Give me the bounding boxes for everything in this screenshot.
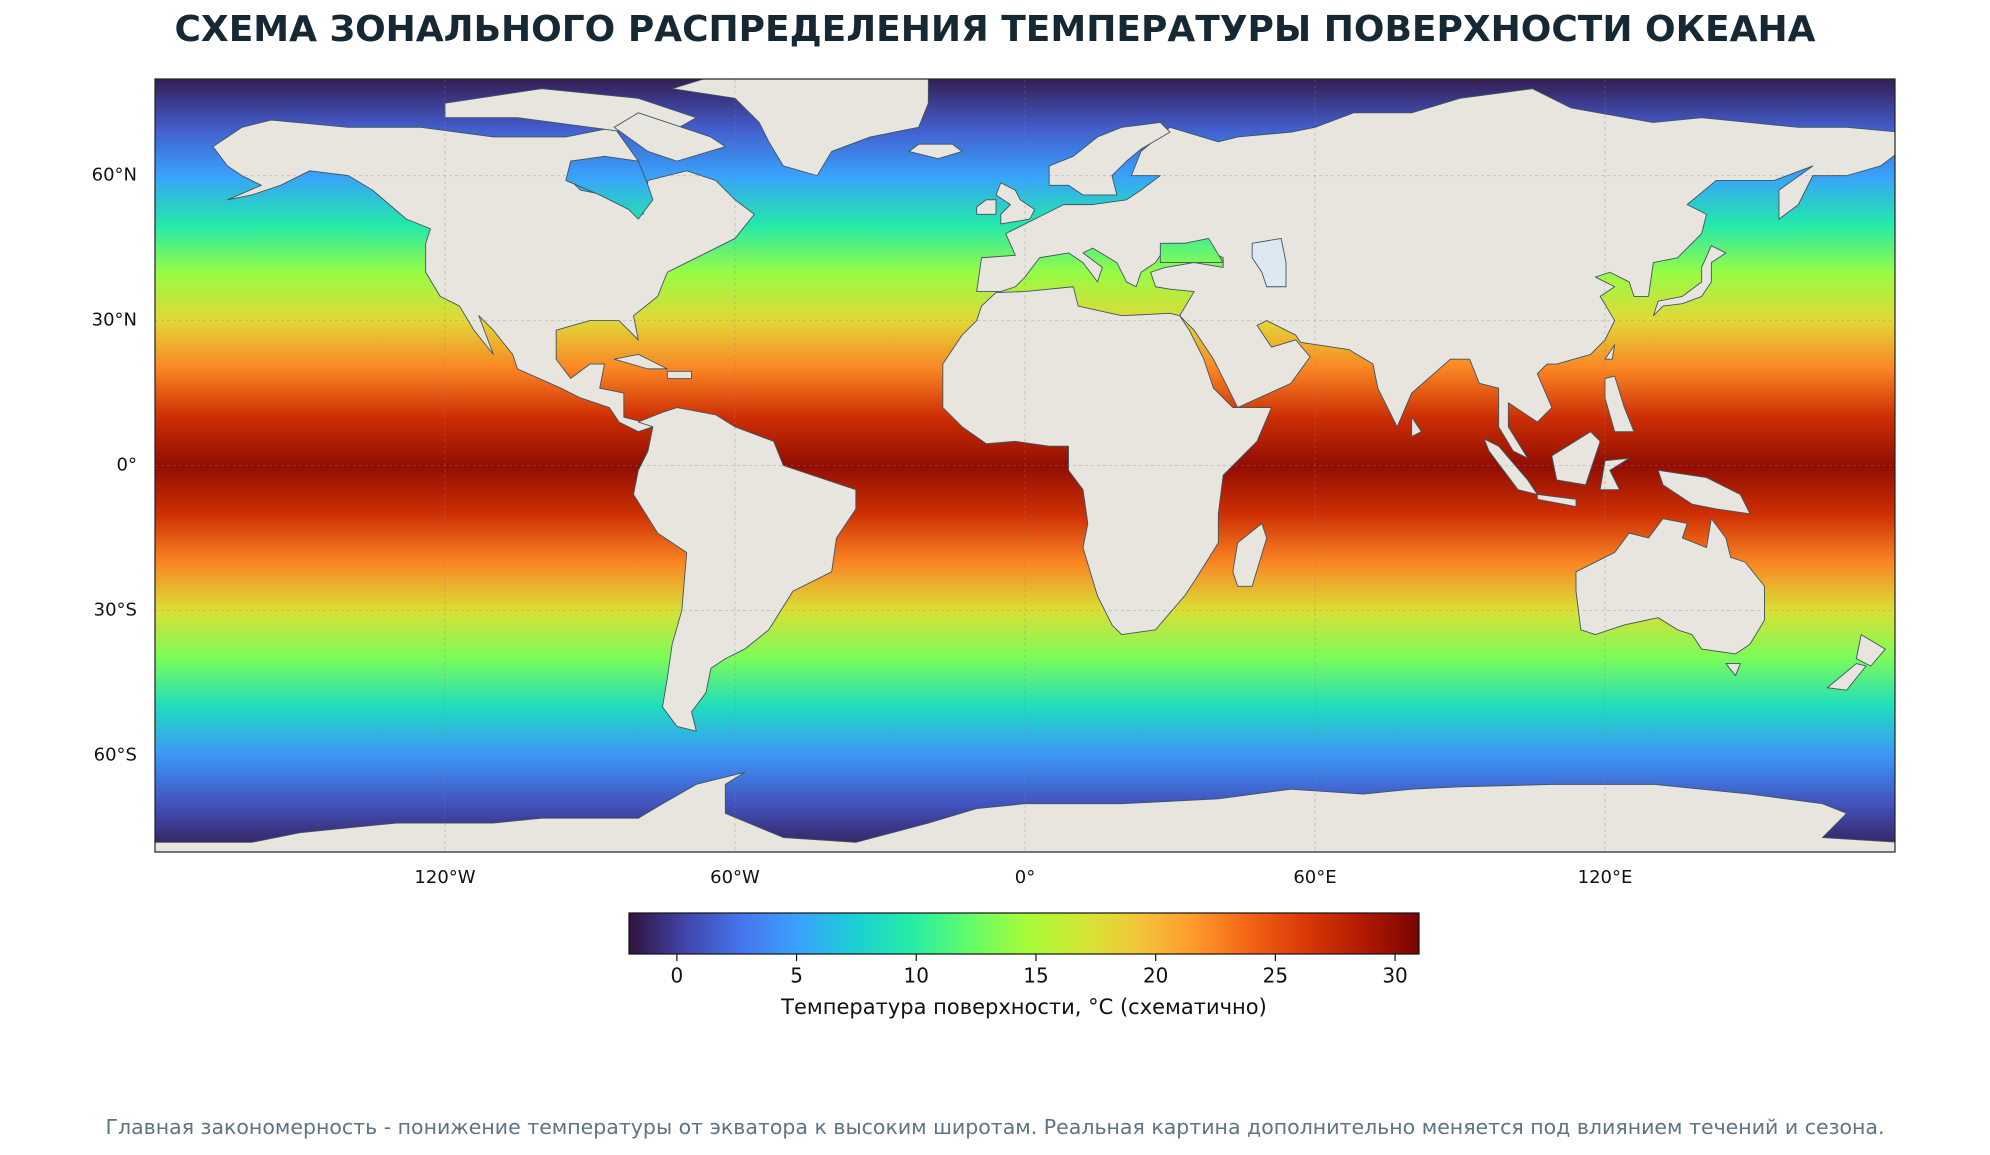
- y-tick-label: 30°N: [92, 310, 137, 331]
- y-tick-label: 0°: [117, 455, 137, 476]
- new-guinea: [1658, 470, 1750, 513]
- australia: [1576, 519, 1764, 654]
- colorbar-tick-label: 20: [1143, 964, 1168, 988]
- chart-title: СХЕМА ЗОНАЛЬНОГО РАСПРЕДЕЛЕНИЯ ТЕМПЕРАТУ…: [175, 9, 1816, 50]
- greenland: [672, 78, 928, 175]
- black-sea: [1160, 238, 1223, 262]
- cuba: [614, 354, 667, 368]
- ireland: [977, 200, 996, 214]
- java: [1537, 494, 1576, 506]
- x-tick-label: 60°W: [710, 867, 760, 888]
- baffin-island: [614, 113, 725, 161]
- y-tick-label: 60°N: [92, 165, 137, 186]
- scandinavia: [1049, 122, 1170, 194]
- colorbar-tick-label: 10: [904, 964, 929, 988]
- hudson-bay: [566, 156, 653, 219]
- madagascar: [1233, 523, 1267, 586]
- colorbar-tick-label: 0: [671, 964, 684, 988]
- x-tick-label: 0°: [1015, 867, 1035, 888]
- africa: [943, 287, 1272, 635]
- new-zealand-south: [1827, 664, 1866, 691]
- x-tick-label: 120°W: [414, 867, 475, 888]
- philippines: [1605, 376, 1634, 432]
- colorbar-tick-label: 15: [1023, 964, 1048, 988]
- x-tick-label: 120°E: [1578, 867, 1633, 888]
- caspian-sea: [1252, 238, 1286, 286]
- new-zealand-north: [1856, 635, 1885, 666]
- y-tick-label: 60°S: [94, 744, 137, 765]
- tasmania: [1726, 664, 1741, 676]
- colorbar-tick-label: 30: [1382, 964, 1407, 988]
- sulawesi: [1600, 458, 1629, 489]
- footnote: Главная закономерность - понижение темпе…: [105, 1115, 1884, 1139]
- japan: [1653, 246, 1726, 316]
- antarctica: [155, 772, 1895, 853]
- grid: [155, 79, 1895, 852]
- map: [155, 78, 1895, 853]
- south-america: [634, 408, 856, 732]
- taiwan: [1605, 345, 1615, 359]
- iceland: [909, 144, 962, 158]
- x-tick-label: 60°E: [1293, 867, 1336, 888]
- colorbar-tick-label: 5: [790, 964, 803, 988]
- hispaniola: [667, 371, 691, 378]
- colorbar: [628, 912, 1420, 955]
- colorbar-label: Температура поверхности, °C (схематично): [780, 995, 1267, 1019]
- sri-lanka: [1412, 417, 1422, 436]
- colorbar-tick-label: 25: [1263, 964, 1288, 988]
- borneo: [1552, 432, 1600, 485]
- map-frame: [154, 78, 1896, 853]
- britain: [996, 183, 1035, 224]
- y-tick-label: 30°S: [94, 599, 137, 620]
